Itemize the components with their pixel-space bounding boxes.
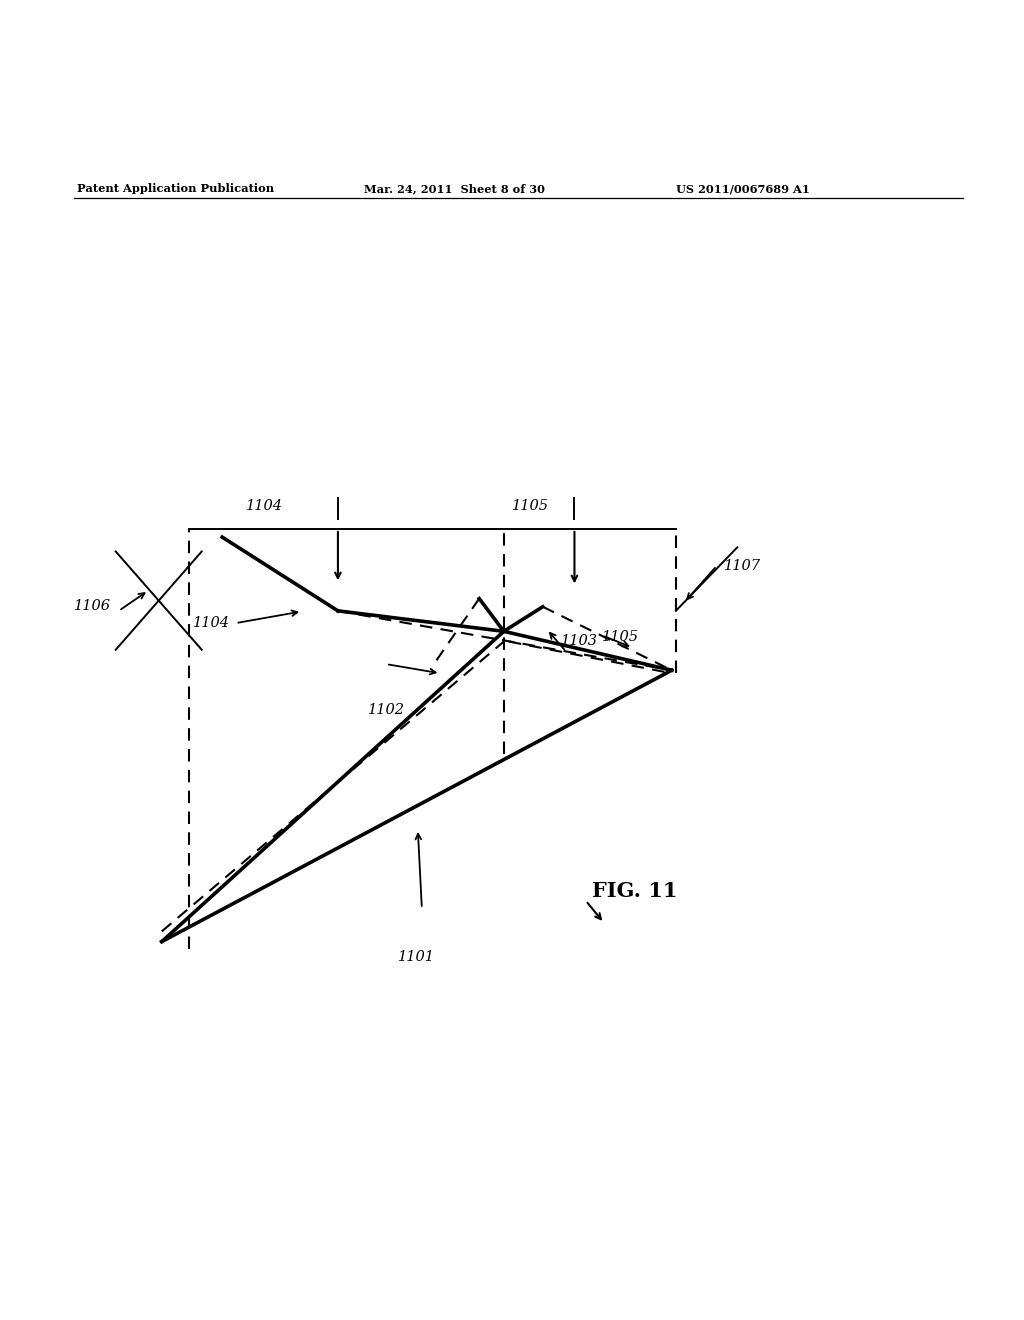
Text: US 2011/0067689 A1: US 2011/0067689 A1: [676, 183, 810, 194]
Text: 1101: 1101: [398, 950, 435, 964]
Text: 1104: 1104: [246, 499, 283, 512]
Text: 1102: 1102: [368, 704, 404, 717]
Text: 1104: 1104: [194, 616, 230, 630]
Text: 1105: 1105: [602, 631, 639, 644]
Text: 1105: 1105: [512, 499, 549, 512]
Text: 1107: 1107: [724, 558, 761, 573]
Text: Patent Application Publication: Patent Application Publication: [77, 183, 274, 194]
Text: FIG. 11: FIG. 11: [592, 880, 677, 900]
Text: Mar. 24, 2011  Sheet 8 of 30: Mar. 24, 2011 Sheet 8 of 30: [364, 183, 545, 194]
Text: 1103: 1103: [561, 635, 598, 648]
Text: 1106: 1106: [74, 599, 111, 612]
